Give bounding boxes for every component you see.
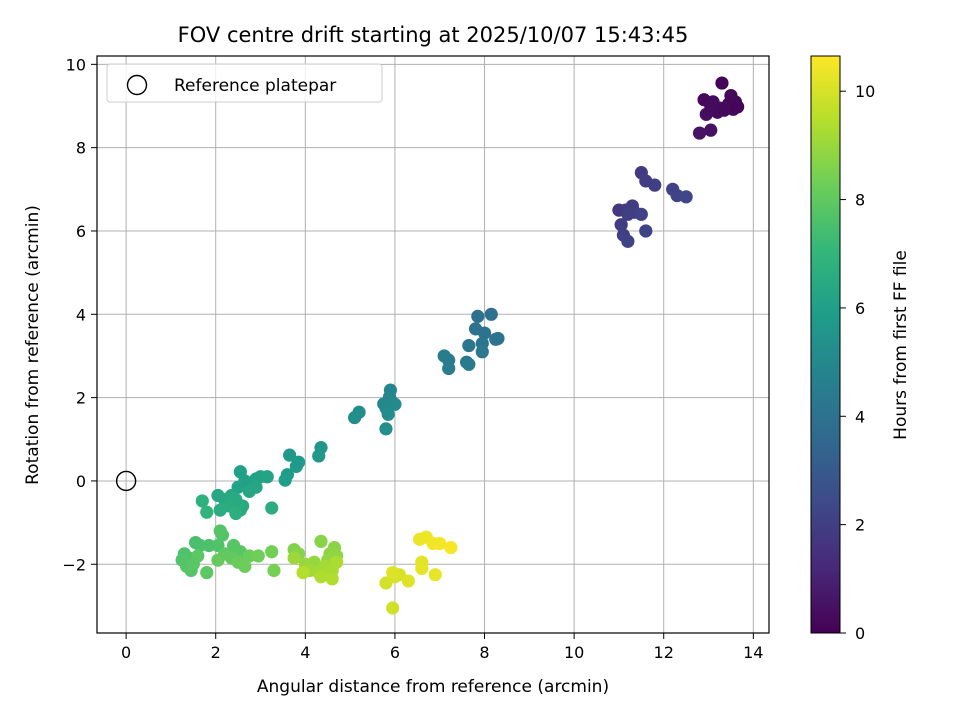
- data-point: [229, 506, 243, 521]
- y-axis-label: Rotation from reference (arcmin): [23, 205, 43, 485]
- colorbar-tick-label: 4: [855, 407, 865, 426]
- chart-title: FOV centre drift starting at 2025/10/07 …: [178, 23, 689, 47]
- x-tick-label: 2: [211, 643, 221, 662]
- y-tick-label: 0: [76, 472, 86, 491]
- colorbar: [810, 55, 841, 634]
- y-axis-ticks: −2 0 2 4 6 8 10: [62, 55, 97, 574]
- legend-box: [106, 63, 383, 103]
- data-point: [639, 224, 653, 238]
- colorbar-tick-label: 10: [855, 82, 875, 101]
- data-point: [717, 103, 731, 117]
- data-point: [287, 551, 301, 565]
- y-tick-label: 8: [76, 139, 86, 158]
- reference-platepar-marker: [115, 470, 137, 492]
- data-point: [415, 561, 429, 576]
- data-point: [433, 536, 447, 551]
- data-point: [186, 557, 200, 571]
- data-point: [679, 190, 693, 204]
- y-tick-label: 6: [76, 222, 86, 241]
- x-tick-label: 12: [654, 643, 674, 662]
- data-point: [634, 207, 648, 221]
- plot-frame: [96, 55, 770, 634]
- y-tick-label: 2: [76, 389, 86, 408]
- data-point: [265, 501, 279, 515]
- colorbar-label: Hours from first FF file: [891, 250, 911, 440]
- data-point: [471, 309, 485, 323]
- reference-marker-group: [115, 470, 137, 492]
- data-point: [489, 332, 503, 346]
- data-point: [213, 524, 227, 538]
- data-point: [314, 534, 328, 548]
- data-point: [289, 459, 303, 473]
- data-point: [330, 555, 344, 569]
- data-point: [267, 563, 281, 578]
- legend-marker-reference: [126, 74, 148, 96]
- x-tick-label: 10: [564, 643, 584, 662]
- data-point: [444, 540, 458, 555]
- data-point: [401, 574, 415, 588]
- x-tick-label: 14: [743, 643, 763, 662]
- y-tick-label: 4: [76, 305, 86, 324]
- data-point: [200, 565, 214, 580]
- data-point: [260, 470, 274, 484]
- legend: Reference platepar: [106, 63, 383, 103]
- data-point: [314, 570, 328, 584]
- data-point: [251, 549, 265, 563]
- data-point: [242, 484, 256, 498]
- data-point: [704, 99, 718, 113]
- x-axis-label: Angular distance from reference (arcmin): [257, 677, 609, 697]
- data-point: [195, 494, 209, 508]
- grid-lines: [97, 56, 769, 633]
- data-point: [475, 345, 489, 359]
- colorbar-tick-label: 6: [855, 299, 865, 318]
- data-point: [621, 234, 635, 248]
- data-point: [614, 218, 628, 232]
- data-point: [238, 559, 252, 573]
- legend-label-reference: Reference platepar: [174, 76, 336, 96]
- data-point: [283, 448, 297, 462]
- data-point: [213, 503, 227, 517]
- data-point: [381, 407, 395, 421]
- x-axis-ticks: 0 2 4 6 8 10 12 14: [121, 633, 763, 662]
- y-tick-label: −2: [62, 555, 86, 574]
- colorbar-tick-label: 0: [855, 624, 865, 643]
- colorbar-tick-label: 8: [855, 191, 865, 210]
- data-point: [648, 178, 662, 192]
- data-point: [462, 357, 476, 371]
- data-point: [265, 545, 279, 559]
- colorbar-ticks: 0 2 4 6 8 10: [840, 82, 875, 643]
- data-point: [428, 568, 442, 582]
- x-tick-label: 0: [121, 643, 131, 662]
- data-point: [312, 449, 326, 463]
- data-point: [484, 307, 498, 321]
- data-point: [386, 565, 400, 580]
- data-point: [386, 601, 400, 615]
- data-point: [704, 123, 718, 137]
- data-point: [715, 76, 729, 90]
- data-point: [692, 126, 707, 140]
- data-point: [621, 207, 635, 221]
- data-point: [325, 572, 339, 586]
- data-point: [477, 326, 492, 340]
- x-tick-label: 8: [479, 643, 489, 662]
- data-point: [348, 411, 362, 425]
- y-tick-label: 10: [66, 55, 86, 74]
- colorbar-tick-label: 2: [855, 516, 865, 535]
- data-point: [379, 422, 393, 436]
- data-points: [175, 76, 745, 615]
- data-point: [278, 473, 292, 487]
- data-point: [442, 361, 456, 376]
- data-point: [296, 565, 310, 580]
- x-tick-label: 6: [390, 643, 400, 662]
- data-point: [200, 505, 214, 519]
- x-tick-label: 4: [300, 643, 310, 662]
- data-point: [211, 553, 225, 567]
- data-point: [462, 338, 476, 353]
